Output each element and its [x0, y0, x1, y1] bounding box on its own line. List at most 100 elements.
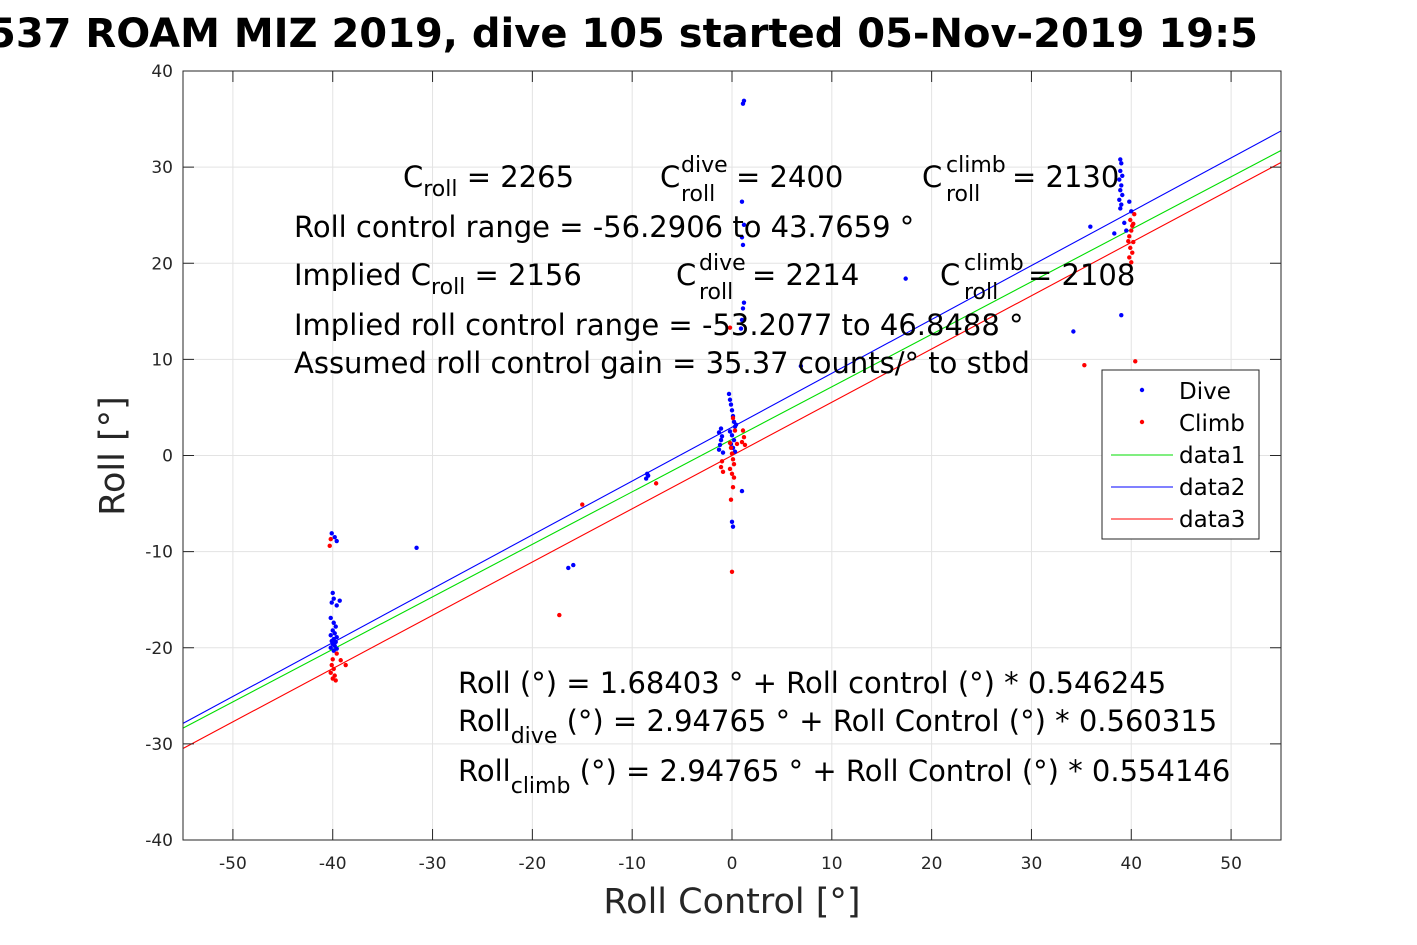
- dive-point: [332, 535, 337, 540]
- dive-point: [720, 450, 726, 455]
- climb-point: [727, 440, 733, 446]
- dive-point: [740, 242, 746, 248]
- legend-marker-climb: [1139, 419, 1145, 425]
- x-tick-label: -50: [219, 854, 247, 874]
- dive-point: [643, 476, 649, 481]
- annotation-c-roll-dive: C dive roll = 2400: [660, 153, 843, 207]
- climb-point: [1128, 245, 1133, 251]
- y-axis-label: Roll [°]: [93, 396, 133, 516]
- climb-point: [334, 651, 339, 656]
- climb-point: [731, 475, 737, 480]
- annotation-fit-dive: Rolldive (°) = 2.94765 ° + Roll Control …: [458, 704, 1217, 749]
- dive-point: [727, 429, 733, 434]
- dive-point: [1127, 199, 1132, 204]
- climb-point: [734, 441, 740, 447]
- dive-point: [332, 631, 337, 636]
- svg-text:C: C: [676, 258, 696, 292]
- annotation-c-roll-climb: C climb roll = 2130: [922, 153, 1119, 207]
- dive-point: [741, 222, 747, 227]
- climb-point: [730, 415, 736, 421]
- climb-point: [338, 658, 343, 663]
- annotation-fit-climb: Rollclimb (°) = 2.94765 ° + Roll Control…: [458, 754, 1230, 799]
- svg-text:C: C: [922, 160, 942, 194]
- dive-point: [331, 596, 336, 601]
- svg-text:dive: dive: [681, 153, 728, 178]
- climb-point: [741, 435, 747, 440]
- dive-point: [903, 276, 908, 281]
- axis-ticks: -50 -40 -30 -20 -10 0 10 20 30 40 50 -40 -30 -20 -10 0 1…: [145, 62, 1281, 874]
- x-tick-label: 50: [1220, 854, 1242, 874]
- svg-text:climb: climb: [946, 153, 1006, 178]
- fit-line-data2: [182, 130, 1282, 724]
- climb-point: [729, 471, 735, 476]
- dive-point: [731, 437, 737, 443]
- climb-point: [730, 457, 736, 462]
- climb-point: [732, 428, 738, 433]
- climb-point: [729, 451, 735, 456]
- chart-title: 537 ROAM MIZ 2019, dive 105 started 05-N…: [0, 11, 1258, 57]
- svg-text:Rollclimb (°) = 2.94765 ° + Ro: Rollclimb (°) = 2.94765 ° + Roll Control…: [458, 754, 1230, 799]
- y-tick-label: 20: [151, 254, 173, 274]
- dive-point: [729, 519, 735, 525]
- dive-point: [716, 430, 722, 435]
- svg-text:roll: roll: [946, 182, 980, 207]
- climb-point: [1132, 212, 1137, 217]
- x-tick-label: -40: [319, 854, 347, 874]
- x-tick-label: 40: [1120, 854, 1142, 874]
- climb-point: [1126, 238, 1131, 244]
- dive-point: [333, 624, 338, 629]
- climb-point: [739, 439, 745, 445]
- svg-text:dive: dive: [699, 251, 746, 276]
- annotation-fit-all: Roll (°) = 1.68403 ° + Roll control (°) …: [458, 666, 1166, 700]
- legend-label-data1: data1: [1179, 443, 1245, 469]
- svg-text:roll: roll: [964, 280, 998, 305]
- dive-point: [1122, 220, 1127, 226]
- climb-point: [329, 662, 334, 668]
- climb-point: [727, 466, 733, 472]
- dive-point: [740, 101, 746, 106]
- svg-text:C: C: [940, 258, 960, 292]
- climb-point: [727, 325, 733, 330]
- svg-text:climb: climb: [964, 251, 1024, 276]
- climb-point: [1131, 239, 1136, 245]
- climb-point: [1127, 234, 1132, 239]
- legend-label-data3: data3: [1179, 507, 1245, 533]
- svg-text:Rolldive (°) = 2.94765 ° + Rol: Rolldive (°) = 2.94765 ° + Roll Control …: [458, 704, 1217, 749]
- dive-point: [739, 317, 745, 323]
- climb-point: [333, 678, 338, 683]
- dive-point: [331, 620, 336, 625]
- svg-text:= 2400: = 2400: [736, 160, 843, 194]
- x-tick-label: -20: [518, 854, 546, 874]
- svg-text:Croll = 2265: Croll = 2265: [403, 160, 574, 202]
- svg-text:C: C: [660, 160, 680, 194]
- climb-point: [330, 657, 335, 662]
- climb-point: [1131, 221, 1136, 227]
- dive-point: [1118, 187, 1123, 193]
- dive-point: [740, 306, 746, 311]
- climb-point: [580, 502, 585, 507]
- dive-point: [1119, 312, 1124, 318]
- climb-point: [557, 612, 562, 618]
- dive-point: [1118, 168, 1123, 174]
- dive-point: [328, 633, 333, 638]
- x-tick-label: -10: [618, 854, 646, 874]
- dive-point: [717, 442, 723, 448]
- dive-point: [1117, 197, 1122, 203]
- dive-point: [1112, 231, 1117, 236]
- dive-point: [329, 531, 334, 536]
- y-tick-label: 30: [151, 158, 173, 178]
- y-tick-label: 40: [151, 62, 173, 82]
- dive-point: [334, 538, 339, 544]
- climb-point: [718, 464, 724, 470]
- dive-point: [739, 235, 745, 240]
- svg-text:Implied Croll = 2156: Implied Croll = 2156: [294, 258, 582, 300]
- dive-point: [571, 562, 576, 568]
- dive-point: [330, 590, 335, 596]
- dive-point: [718, 437, 724, 443]
- climb-point: [343, 662, 348, 668]
- climb-point: [653, 481, 659, 486]
- annotation-roll-control-range: Roll control range = -56.2906 to 43.7659…: [294, 210, 914, 244]
- dive-point: [1119, 161, 1124, 166]
- dive-point: [798, 363, 804, 369]
- dive-point: [1119, 183, 1124, 188]
